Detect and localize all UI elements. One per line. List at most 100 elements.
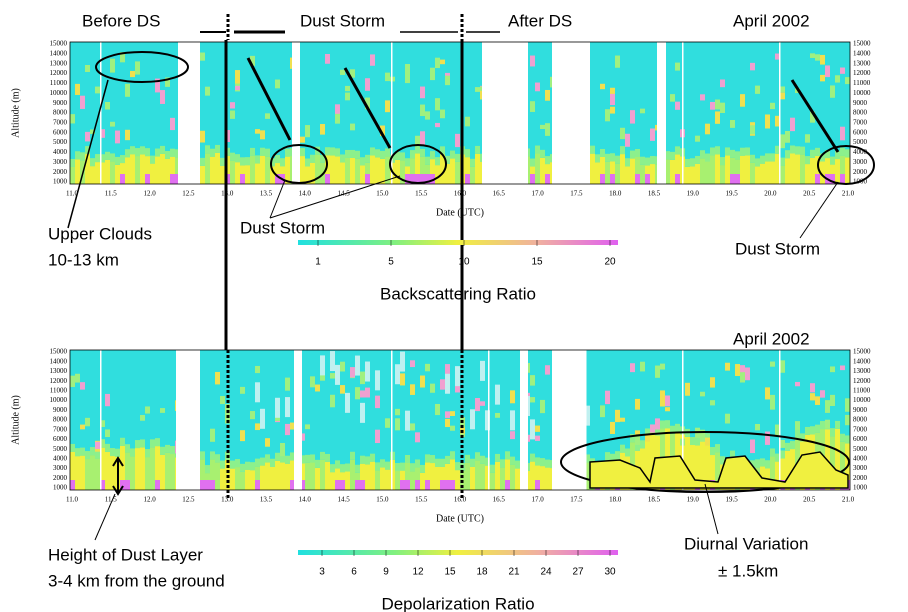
x-tick-label: 15.5	[415, 496, 428, 504]
y-tick-label: 13000	[50, 59, 68, 67]
field-cell	[420, 86, 425, 99]
field-cell	[275, 79, 280, 89]
field-cell	[660, 420, 665, 429]
field-cell	[595, 162, 600, 184]
field-cell	[150, 439, 155, 448]
field-cell	[705, 437, 710, 446]
field-cell	[705, 161, 710, 184]
field-cell	[435, 157, 440, 166]
field-cell	[265, 462, 270, 490]
field-cell	[260, 147, 265, 156]
field-cell	[275, 397, 280, 418]
field-cell	[405, 410, 410, 431]
field-cell	[125, 480, 130, 490]
x-tick-label: 18.5	[648, 496, 661, 504]
colorbar-tick-label: 1	[315, 257, 321, 268]
data-gap	[585, 350, 587, 490]
field-cell	[665, 151, 670, 160]
field-cell	[465, 174, 470, 184]
field-cell	[235, 162, 240, 184]
field-cell	[420, 156, 425, 184]
field-cell	[330, 373, 335, 379]
field-cell	[85, 64, 90, 72]
field-cell	[325, 147, 330, 156]
y-tick-label: 14000	[853, 357, 871, 365]
field-cell	[260, 130, 265, 140]
field-cell	[325, 174, 330, 184]
field-cell	[110, 456, 115, 490]
field-cell	[400, 373, 405, 386]
field-cell	[820, 54, 825, 65]
field-cell	[720, 456, 725, 465]
data-gap	[197, 42, 199, 184]
field-cell	[635, 434, 640, 445]
x-tick-label: 14.5	[337, 190, 350, 198]
y-tick-label: 11000	[853, 386, 871, 394]
x-axis-label: Date (UTC)	[436, 207, 484, 218]
field-cell	[145, 406, 150, 414]
field-cell	[435, 122, 440, 128]
field-cell	[235, 85, 240, 91]
field-cell	[780, 439, 785, 448]
field-cell	[695, 135, 700, 142]
field-cell	[140, 439, 145, 448]
field-cell	[535, 145, 540, 154]
field-cell	[420, 472, 425, 490]
data-gap	[552, 42, 590, 185]
field-cell	[775, 53, 780, 60]
field-cell	[620, 127, 625, 140]
field-cell	[450, 425, 455, 431]
field-cell	[170, 454, 175, 490]
x-tick-label: 12.0	[143, 190, 156, 198]
field-cell	[145, 148, 150, 157]
field-cell	[695, 437, 700, 446]
field-cell	[405, 64, 410, 76]
field-cell	[300, 433, 305, 441]
x-tick-label: 17.5	[570, 190, 583, 198]
field-cell	[140, 415, 145, 421]
field-cell	[385, 156, 390, 184]
field-cell	[175, 157, 180, 184]
field-cell	[380, 459, 385, 468]
field-cell	[750, 154, 755, 163]
field-cell	[170, 156, 175, 184]
field-cell	[200, 459, 205, 490]
field-cell	[110, 121, 115, 127]
field-cell	[425, 174, 430, 184]
field-cell	[95, 441, 100, 449]
field-cell	[535, 82, 540, 92]
pointer	[704, 483, 719, 535]
x-tick-label: 16.0	[454, 496, 467, 504]
x-tick-label: 19.5	[725, 496, 738, 504]
field-cell	[775, 453, 780, 462]
field-cell	[475, 87, 480, 92]
field-cell	[705, 153, 710, 162]
field-cell	[220, 468, 225, 490]
x-tick-label: 18.0	[609, 496, 622, 504]
field-cell	[120, 445, 125, 490]
field-cell	[775, 424, 780, 436]
field-cell	[600, 156, 605, 184]
field-cell	[245, 157, 250, 166]
field-cell	[735, 364, 740, 376]
field-cell	[770, 394, 775, 409]
field-cell	[740, 94, 745, 107]
x-tick-label: 13.5	[260, 496, 273, 504]
field-cell	[265, 156, 270, 184]
field-cell	[805, 426, 810, 435]
field-cell	[230, 468, 235, 490]
field-cell	[705, 123, 710, 135]
field-cell	[830, 428, 835, 437]
field-cell	[655, 418, 660, 430]
field-cell	[610, 87, 615, 94]
field-cell	[515, 468, 520, 490]
field-cell	[765, 431, 770, 445]
y-tick-label: 2000	[53, 474, 68, 482]
field-cell	[210, 428, 215, 442]
field-cell	[790, 117, 795, 132]
annotation: 3-4 km from the ground	[48, 571, 225, 590]
field-cell	[405, 454, 410, 463]
y-tick-label: 11000	[853, 79, 871, 87]
field-cell	[120, 437, 125, 446]
field-cell	[85, 131, 90, 142]
